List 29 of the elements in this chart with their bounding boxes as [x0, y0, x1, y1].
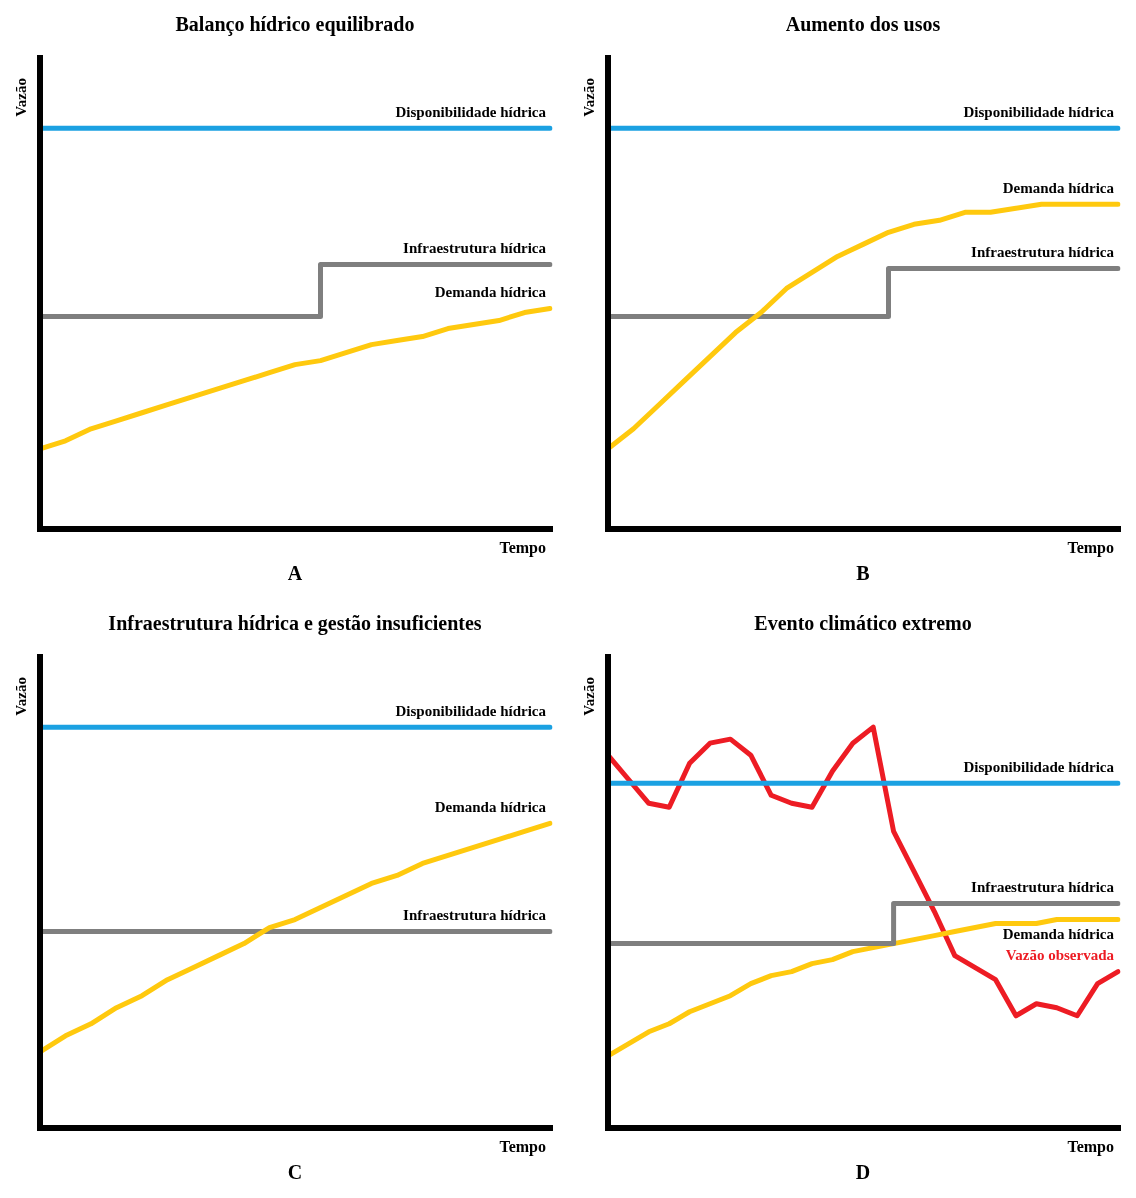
y-axis-title: Vazão — [580, 677, 597, 716]
y-axis-title: Vazão — [12, 677, 29, 716]
series-label: Infraestrutura hídrica — [403, 906, 547, 923]
series-label: Demanda hídrica — [1002, 179, 1115, 196]
series-label: Vazão observada — [1005, 947, 1115, 964]
text: B — [856, 562, 870, 585]
chart-title: Balanço hídrico equilibrado — [175, 13, 415, 37]
chart-title: Evento climático extremo — [754, 612, 972, 635]
series-label: Disponibilidade hídrica — [963, 758, 1115, 775]
x-axis-title: Tempo — [1067, 1138, 1114, 1157]
series-label: Infraestrutura hídrica — [971, 878, 1115, 895]
x-axis-title: Tempo — [499, 1138, 546, 1157]
y-axis-title: Vazão — [580, 78, 597, 117]
series-label: Disponibilidade hídrica — [395, 103, 547, 120]
x-axis-title: Tempo — [499, 539, 546, 558]
series-label: Disponibilidade hídrica — [963, 103, 1115, 120]
text: A — [287, 562, 303, 585]
chart-title: Infraestrutura hídrica e gestão insuficientes — [108, 612, 482, 636]
chart-title: Aumento dos usos — [785, 13, 941, 36]
series-label: Demanda hídrica — [1002, 925, 1115, 942]
text: D — [855, 1161, 871, 1184]
series-label: Demanda hídrica — [434, 798, 547, 815]
text: C — [287, 1161, 303, 1184]
series-label: Infraestrutura hídrica — [971, 243, 1115, 260]
series-label: Infraestrutura hídrica — [403, 239, 547, 256]
series-label: Disponibilidade hídrica — [395, 702, 547, 719]
series-label: Demanda hídrica — [434, 283, 547, 300]
y-axis-title: Vazão — [12, 78, 29, 117]
x-axis-title: Tempo — [1067, 539, 1114, 558]
